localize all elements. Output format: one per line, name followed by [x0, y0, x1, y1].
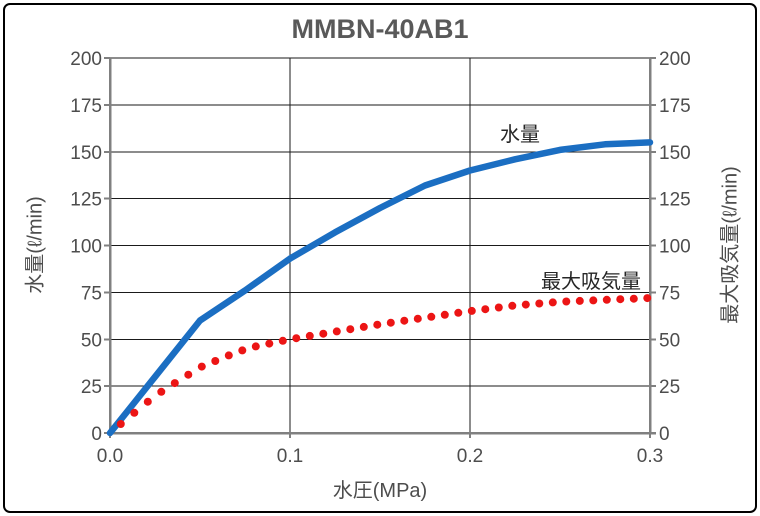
max-air-intake-dot: [305, 331, 314, 340]
left-y-tick-label: 150: [70, 143, 102, 164]
right-y-tick-label: 50: [659, 330, 680, 351]
right-y-tick-label: 100: [659, 237, 691, 258]
max-air-intake-dot: [184, 370, 193, 379]
left-y-axis-title: 水量(ℓ/min): [24, 196, 47, 294]
max-air-intake-dot: [170, 379, 179, 388]
max-air-intake-dot: [265, 339, 274, 348]
left-y-tick-label: 125: [70, 190, 102, 211]
series-label-water-flow: 水量: [500, 124, 540, 146]
x-tick-label: 0.2: [457, 446, 483, 467]
left-y-tick-label: 50: [81, 330, 102, 351]
max-air-intake-dot: [278, 336, 287, 345]
x-tick-label: 0.0: [97, 446, 123, 467]
max-air-intake-dot: [454, 308, 463, 317]
right-y-tick-label: 0: [659, 424, 670, 445]
max-air-intake-dot: [130, 408, 139, 417]
water-flow-line: [106, 139, 654, 437]
max-air-intake-dot: [197, 362, 206, 371]
max-air-intake-dot: [373, 320, 382, 329]
chart-border-frame: [3, 3, 757, 513]
max-air-intake-dot: [589, 296, 598, 305]
max-air-intake-dot: [643, 294, 652, 303]
left-y-tick-label: 25: [81, 377, 102, 398]
right-y-tick-label: 175: [659, 96, 691, 117]
max-air-intake-dot: [616, 295, 625, 304]
x-axis-title: 水圧(MPa): [332, 480, 428, 502]
max-air-intake-dot: [386, 318, 395, 327]
right-y-tick-label: 125: [659, 190, 691, 211]
max-air-intake-dot: [575, 296, 584, 305]
max-air-intake-dot: [602, 295, 611, 304]
max-air-intake-dot: [481, 305, 490, 314]
x-tick-label: 0.3: [637, 446, 663, 467]
left-y-tick-label: 200: [70, 49, 102, 70]
max-air-intake-dot: [413, 314, 422, 323]
max-air-intake-dot: [521, 300, 530, 309]
max-air-intake-dot: [211, 357, 220, 365]
chart-title: MMBN-40AB1: [291, 14, 469, 44]
right-y-axis-title: 最大吸気量(ℓ/min): [719, 166, 742, 324]
right-y-tick-label: 150: [659, 143, 691, 164]
max-air-intake-dot: [508, 301, 517, 310]
max-air-intake-dot: [292, 334, 301, 343]
max-air-intake-dot: [629, 294, 638, 303]
max-air-intake-dot: [467, 306, 476, 315]
max-air-intake-dot: [251, 342, 260, 351]
left-y-tick-label: 75: [81, 283, 102, 304]
max-air-intake-dot: [359, 322, 368, 331]
max-air-intake-dot: [440, 310, 449, 319]
series-label-max-air-intake: 最大吸気量: [541, 271, 641, 293]
max-air-intake-dot: [319, 329, 328, 338]
left-y-tick-label: 100: [70, 237, 102, 258]
right-y-tick-label: 200: [659, 49, 691, 70]
max-air-intake-dot: [548, 298, 557, 307]
max-air-intake-dot: [224, 351, 233, 360]
max-air-intake-dot: [346, 325, 355, 334]
max-air-intake-dot: [494, 303, 503, 312]
right-y-tick-label: 75: [659, 283, 680, 304]
left-y-tick-label: 0: [91, 424, 102, 445]
right-y-tick-label: 25: [659, 377, 680, 398]
max-air-intake-dot: [116, 420, 125, 428]
x-tick-label: 0.1: [277, 446, 303, 467]
max-air-intake-dot: [427, 312, 436, 321]
max-air-intake-dot: [157, 387, 166, 396]
left-y-tick-label: 175: [70, 96, 102, 117]
max-air-intake-dot: [238, 346, 247, 355]
max-air-intake-dot: [143, 397, 152, 406]
max-air-intake-dot: [400, 316, 409, 325]
max-air-intake-dot: [332, 327, 341, 336]
max-air-intake-dot: [562, 297, 571, 306]
max-air-intake-dot: [535, 299, 544, 308]
